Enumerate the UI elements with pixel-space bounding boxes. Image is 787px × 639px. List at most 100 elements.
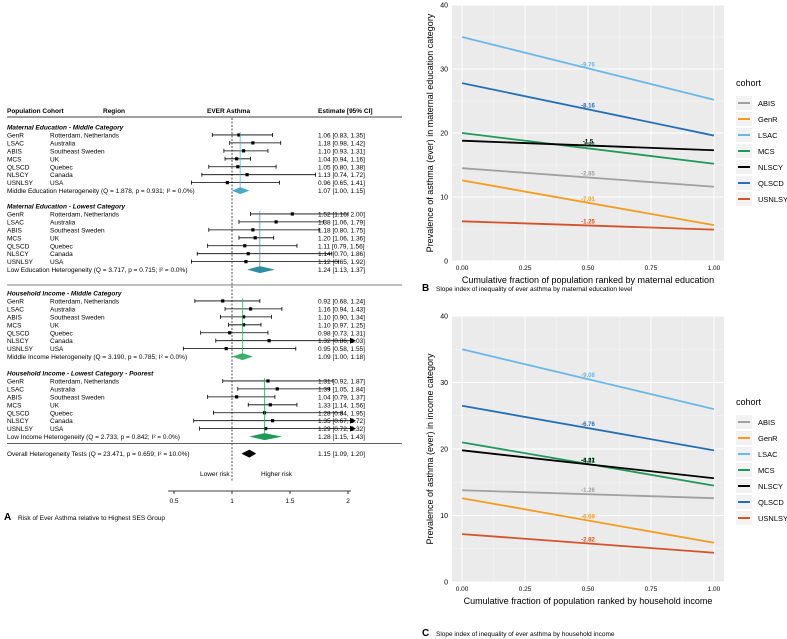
- row-region: Southeast Sweden: [50, 227, 105, 234]
- x-tick-label: 0.00: [456, 586, 469, 593]
- slope-label-qlscd: -6.76: [581, 422, 595, 428]
- series-line-abis: [462, 489, 714, 500]
- overall-label: Overall Heterogeneity Tests (Q = 23.471,…: [7, 451, 190, 458]
- summary-diamond: [247, 266, 275, 274]
- legend-label-qlscd: QLSCD: [758, 498, 784, 507]
- overall-diamond: [241, 449, 257, 458]
- summary-estimate: 1.09 [1.00, 1.18]: [318, 354, 365, 361]
- point-estimate: [245, 173, 249, 177]
- series-line-mcs: [461, 132, 715, 165]
- x-axis-title: Cumulative fraction of population ranked…: [464, 596, 713, 606]
- row-cohort: LSAC: [7, 140, 24, 147]
- summary-label: Low Education Heterogeneity (Q = 3.717, …: [7, 267, 188, 274]
- row-cohort: USNLSY: [7, 259, 34, 266]
- summary-label: Middle Income Heterogeneity (Q = 3.190, …: [7, 354, 187, 361]
- row-cohort: ABIS: [7, 148, 22, 155]
- series-line-genr: [461, 179, 715, 227]
- summary-estimate: 1.24 [1.13, 1.37]: [318, 267, 365, 274]
- summary-diamond: [232, 187, 250, 195]
- row-region: Quebec: [50, 410, 74, 417]
- series-line-nlscy: [461, 449, 715, 480]
- x-tick-label: 0.75: [645, 586, 658, 593]
- point-estimate: [275, 387, 279, 391]
- row-estimate: 1.04 [0.94, 1.16]: [318, 156, 365, 163]
- slope-label-qlscd: -8.16: [581, 103, 595, 109]
- y-tick-label: 0: [444, 259, 448, 266]
- row-cohort: QLSCD: [7, 330, 30, 337]
- point-estimate: [251, 141, 255, 145]
- x-tick-label: 0.5: [169, 498, 178, 505]
- legend-title: cohort: [736, 78, 762, 88]
- ci-arrow: [350, 417, 356, 424]
- row-estimate: 1.28 [0.84, 1.95]: [318, 410, 365, 417]
- series-line-genr: [461, 497, 715, 544]
- ci-arrow: [350, 425, 356, 432]
- legend-label-nlscy: NLSCY: [758, 163, 783, 172]
- summary-label: Low Income Heterogeneity (Q = 2.733, p =…: [7, 434, 180, 441]
- x-tick-label: 0.25: [519, 586, 532, 593]
- legend-label-mcs: MCS: [758, 147, 775, 156]
- x-tick-label: 0.25: [519, 265, 532, 272]
- legend-label-lsac: LSAC: [758, 450, 778, 459]
- point-estimate: [244, 260, 248, 264]
- line-chart-b: 0 10 20 30 40 0.00 0.25 0.50 0.75 1.00 -2.85 -7.01 -…: [422, 3, 787, 295]
- series-line-lsac: [461, 348, 715, 410]
- x-tick-label: 0.75: [645, 265, 658, 272]
- row-cohort: GenR: [7, 132, 24, 139]
- row-region: Rotterdam, Netherlands: [50, 298, 120, 305]
- row-estimate: 0.98 [0.73, 1.31]: [318, 330, 365, 337]
- summary-diamond: [249, 433, 282, 441]
- panel-caption-b: Slope index of inequality of ever asthma…: [436, 286, 633, 293]
- legend-label-nlscy: NLSCY: [758, 482, 783, 491]
- legend-label-abis: ABIS: [758, 418, 775, 427]
- row-region: Australia: [50, 140, 76, 147]
- panel-label-a: A: [4, 512, 11, 523]
- slope-label-lsac: -9.08: [581, 373, 595, 379]
- section-title: Maternal Education - Middle Category: [7, 125, 124, 132]
- point-estimate: [271, 419, 275, 423]
- row-cohort: ABIS: [7, 314, 22, 321]
- legend-label-mcs: MCS: [758, 466, 775, 475]
- row-cohort: NLSCY: [7, 172, 29, 179]
- x-tick-label: 1: [230, 498, 234, 505]
- panel-label-c: C: [422, 628, 429, 639]
- row-region: USA: [50, 346, 64, 353]
- row-cohort: GenR: [7, 211, 24, 218]
- row-estimate: 1.13 [0.74, 1.72]: [318, 172, 365, 179]
- point-estimate: [246, 252, 250, 256]
- y-tick-label: 10: [440, 195, 448, 202]
- ci-arrow: [350, 337, 356, 344]
- row-estimate: 1.10 [0.93, 1.31]: [318, 148, 365, 155]
- row-estimate: 1.38 [1.06, 1.79]: [318, 219, 365, 226]
- slope-label-mcs: -6.62: [581, 458, 595, 464]
- row-region: UK: [50, 235, 60, 242]
- point-estimate: [221, 299, 225, 303]
- point-estimate: [266, 379, 270, 383]
- header-cohort: Population Cohort: [7, 108, 65, 115]
- slope-label-nlscy: -1.5: [583, 139, 594, 145]
- legend-label-usnlsy: USNLSY: [758, 195, 787, 204]
- row-cohort: GenR: [7, 298, 24, 305]
- legend-label-abis: ABIS: [758, 99, 775, 108]
- row-cohort: LSAC: [7, 386, 24, 393]
- forest-plot: Population Cohort Region EVER Asthma Estima…: [4, 108, 402, 523]
- row-region: Southeast Sweden: [50, 148, 105, 155]
- row-cohort: USNLSY: [7, 426, 34, 433]
- y-tick-label: 10: [440, 513, 448, 520]
- row-region: Quebec: [50, 243, 74, 250]
- lower-risk-label: Lower risk: [200, 471, 230, 478]
- point-estimate: [274, 220, 278, 224]
- row-region: Canada: [50, 418, 73, 425]
- row-cohort: GenR: [7, 378, 24, 385]
- row-region: Australia: [50, 386, 76, 393]
- row-region: Rotterdam, Netherlands: [50, 211, 120, 218]
- row-region: Rotterdam, Netherlands: [50, 378, 120, 385]
- row-estimate: 1.14 [0.70, 1.86]: [318, 251, 365, 258]
- row-region: Australia: [50, 219, 76, 226]
- point-estimate: [236, 165, 240, 169]
- row-cohort: MCS: [7, 156, 22, 163]
- legend-label-genr: GenR: [758, 434, 778, 443]
- row-cohort: NLSCY: [7, 418, 29, 425]
- x-tick-label: 1.5: [285, 498, 294, 505]
